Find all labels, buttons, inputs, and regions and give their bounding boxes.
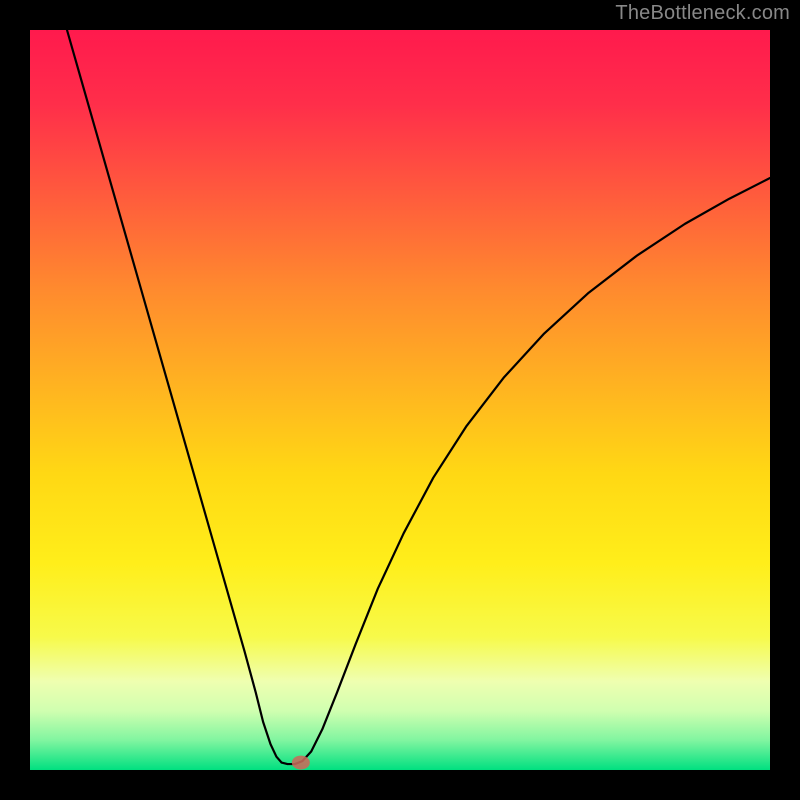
- chart-container: TheBottleneck.com: [0, 0, 800, 800]
- watermark-text: TheBottleneck.com: [615, 2, 790, 25]
- plot-area: [30, 30, 770, 770]
- bottleneck-chart: [0, 0, 800, 800]
- minimum-marker: [292, 756, 310, 770]
